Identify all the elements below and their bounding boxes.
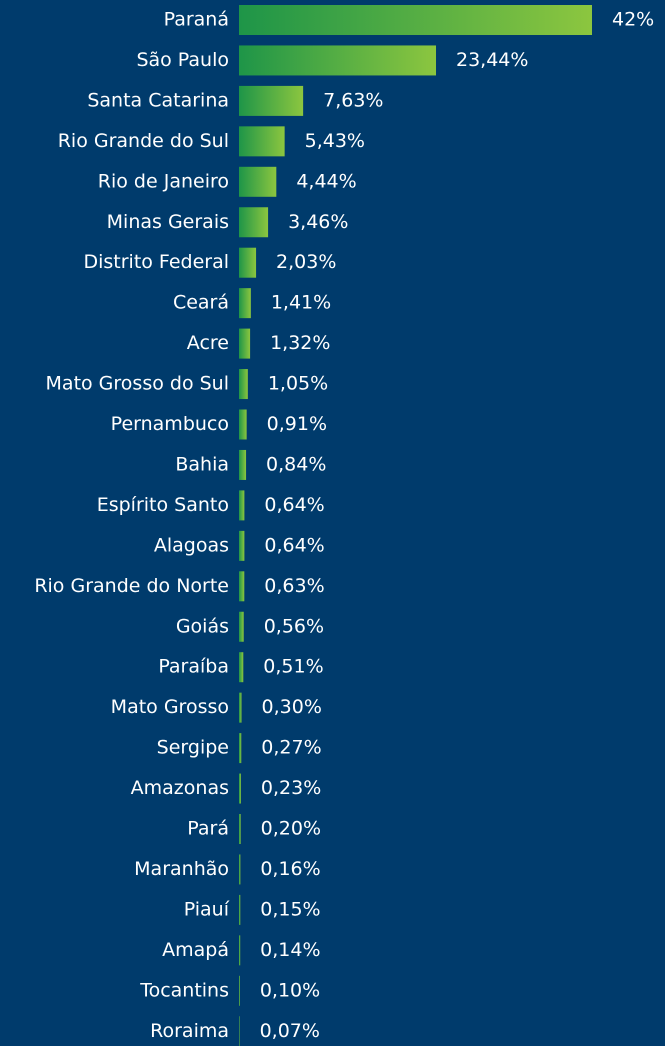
bar xyxy=(239,449,247,480)
value-label: 2,03% xyxy=(276,251,336,273)
value-label: 0,30% xyxy=(262,696,322,718)
value-label: 0,64% xyxy=(264,494,324,516)
value-label: 0,64% xyxy=(264,534,324,556)
category-label: Paraná xyxy=(164,9,229,31)
value-label: 1,41% xyxy=(271,292,331,314)
category-label: Alagoas xyxy=(154,534,229,556)
category-label: Acre xyxy=(187,332,229,354)
value-label: 0,23% xyxy=(261,777,321,799)
value-label: 0,07% xyxy=(260,1020,320,1042)
category-label: Amazonas xyxy=(131,777,229,799)
category-label: Mato Grosso xyxy=(111,696,229,718)
category-label: Espírito Santo xyxy=(97,494,229,516)
bar xyxy=(239,45,437,76)
bar xyxy=(239,975,240,1006)
category-label: Sergipe xyxy=(157,737,229,759)
category-label: Amapá xyxy=(162,939,229,961)
category-label: Mato Grosso do Sul xyxy=(46,373,229,395)
category-label: São Paulo xyxy=(136,49,229,71)
value-label: 3,46% xyxy=(288,211,348,233)
category-label: Pernambuco xyxy=(111,413,229,435)
bar xyxy=(239,571,245,602)
value-label: 0,15% xyxy=(260,898,320,920)
value-label: 0,84% xyxy=(266,453,326,475)
category-label: Piauí xyxy=(184,898,230,920)
bar xyxy=(239,733,242,764)
value-label: 0,51% xyxy=(263,656,323,678)
category-label: Bahia xyxy=(175,453,229,475)
category-label: Rio Grande do Norte xyxy=(34,575,229,597)
bar xyxy=(239,814,241,844)
value-label: 23,44% xyxy=(456,49,528,71)
category-label: Rio Grande do Sul xyxy=(58,130,229,152)
category-label: Ceará xyxy=(173,292,229,314)
value-label: 0,56% xyxy=(264,615,324,637)
bar xyxy=(239,85,304,116)
value-label: 0,63% xyxy=(264,575,324,597)
value-label: 1,32% xyxy=(270,332,330,354)
bar xyxy=(239,692,242,723)
bar xyxy=(239,490,245,521)
bar xyxy=(239,409,247,440)
value-label: 1,05% xyxy=(268,373,328,395)
category-label: Minas Gerais xyxy=(107,211,229,233)
value-label: 7,63% xyxy=(323,89,383,111)
category-label: Tocantins xyxy=(139,979,229,1001)
value-label: 0,10% xyxy=(260,979,320,1001)
bar xyxy=(239,288,251,319)
value-label: 5,43% xyxy=(305,130,365,152)
bar xyxy=(239,935,241,966)
value-label: 0,14% xyxy=(260,939,320,961)
bar xyxy=(239,328,251,359)
bar xyxy=(239,854,241,885)
bar xyxy=(239,126,285,157)
category-label: Pará xyxy=(187,818,229,840)
bar xyxy=(239,773,241,804)
value-label: 0,20% xyxy=(261,818,321,840)
bar xyxy=(239,166,277,197)
category-label: Rio de Janeiro xyxy=(98,170,229,192)
category-label: Maranhão xyxy=(134,858,229,880)
bar xyxy=(239,1016,240,1046)
bar xyxy=(239,369,248,400)
category-label: Paraíba xyxy=(158,656,229,678)
bar xyxy=(239,5,592,35)
bar xyxy=(239,894,241,925)
value-label: 0,16% xyxy=(260,858,320,880)
category-label: Goiás xyxy=(176,615,229,637)
value-label: 0,91% xyxy=(267,413,327,435)
bar xyxy=(239,530,245,561)
bar xyxy=(239,652,244,683)
value-label: 4,44% xyxy=(296,170,356,192)
value-label: 42% xyxy=(612,9,654,31)
category-label: Roraima xyxy=(150,1020,229,1042)
bar xyxy=(239,207,269,238)
category-label: Santa Catarina xyxy=(87,89,229,111)
bar xyxy=(239,247,257,278)
category-label: Distrito Federal xyxy=(83,251,229,273)
bar xyxy=(239,611,244,642)
value-label: 0,27% xyxy=(261,737,321,759)
